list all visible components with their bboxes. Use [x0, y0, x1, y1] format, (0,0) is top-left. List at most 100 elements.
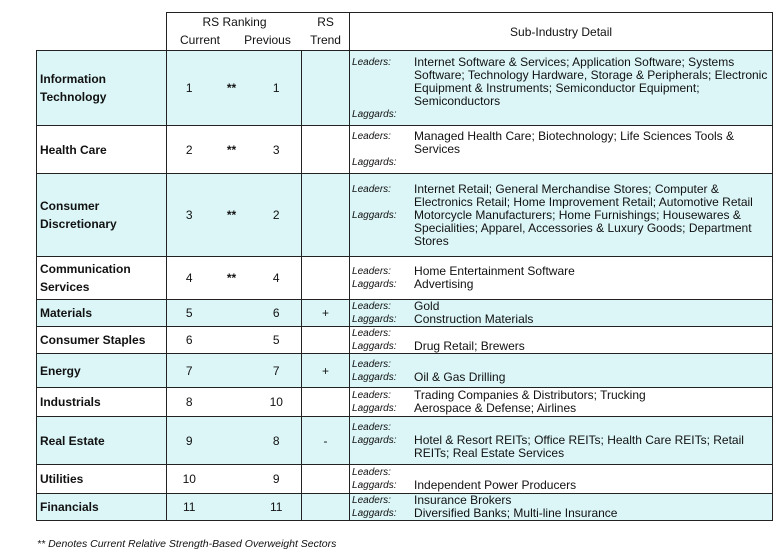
sub-industry-detail: Leaders: Home Entertainment Software Lagga…: [349, 256, 774, 300]
laggards-label: Laggards:: [352, 157, 397, 168]
rs-trend: -: [300, 416, 351, 465]
rs-trend: [300, 50, 351, 126]
laggards-value: Hotel & Resort REITs; Office REITs; Heal…: [414, 433, 744, 460]
laggards-label: Laggards:: [352, 279, 397, 290]
laggards-value: Drug Retail; Brewers: [414, 339, 525, 353]
laggards-value: Oil & Gas Drilling: [414, 369, 506, 384]
rs-trend: [300, 173, 351, 257]
sub-industry-detail: Leaders: Laggards: Oil & Gas Drilling: [349, 353, 774, 388]
leaders-line: Leaders: Gold: [350, 300, 772, 313]
sub-industry-detail: Leaders: Laggards: Hotel & Resort REITs; O…: [349, 416, 774, 465]
leaders-value: Gold: [414, 299, 440, 313]
previous-rank: 6: [251, 299, 302, 327]
leaders-label: Leaders:: [352, 301, 391, 312]
table-row: Real Estate 9 8- Leaders: Laggards: Hotel & R…: [36, 416, 774, 465]
current-rank: 7: [166, 353, 212, 388]
rs-trend: [300, 464, 351, 494]
laggards-line: Laggards: Hotel & Resort REITs; Office RE…: [350, 434, 772, 460]
sector-name: Consumer Discretionary: [36, 173, 167, 257]
overweight-marker: **: [211, 50, 252, 126]
leaders-label: Leaders:: [352, 56, 391, 68]
laggards-line: Laggards: Diversified Banks; Multi-line I…: [350, 507, 772, 520]
overweight-marker: **: [211, 256, 252, 300]
laggards-value: Independent Power Producers: [414, 478, 577, 492]
previous-rank: 11: [251, 493, 302, 521]
leaders-line: Leaders:: [350, 327, 772, 340]
sub-industry-header: Sub-Industry Detail: [349, 12, 774, 51]
laggards-line: Laggards: Independent Power Producers: [350, 479, 772, 492]
trend-header: Trend: [310, 33, 341, 47]
leaders-label: Leaders:: [352, 358, 391, 370]
table-row: Materials 5 6 + Leaders: Gold Laggards: Constru…: [36, 299, 774, 327]
current-rank: 1: [166, 50, 212, 126]
leaders-value: Home Entertainment Software: [414, 264, 575, 278]
leaders-line: Leaders: Internet Software & Services; Ap…: [350, 54, 772, 108]
previous-rank: 1: [251, 50, 302, 126]
sub-industry-detail: Leaders: Managed Health Care; Biotechnolo…: [349, 125, 774, 174]
current-rank: 8: [166, 387, 212, 417]
leaders-label: Leaders:: [352, 131, 391, 142]
laggards-label: Laggards:: [352, 314, 397, 325]
table-row: Communication Services 4 ** 4 Leaders: Home E…: [36, 256, 774, 300]
laggards-line: Laggards: Construction Materials: [350, 313, 772, 326]
overweight-marker: [211, 299, 252, 327]
laggards-label: Laggards:: [352, 435, 397, 446]
rs-ranking-header: RS Ranking RS: [165, 12, 351, 30]
rs-trend: [300, 493, 351, 521]
previous-rank: 2: [251, 173, 302, 257]
leaders-line: Leaders: Trading Companies & Distributors…: [350, 389, 772, 402]
leaders-line: Leaders:: [350, 421, 772, 434]
laggards-label: Laggards:: [352, 403, 397, 414]
laggards-line: Laggards: Motorcycle Manufacturers; Home …: [350, 208, 772, 248]
rs-trend: +: [300, 299, 351, 327]
overweight-marker: [211, 387, 252, 417]
leaders-line: Leaders:: [350, 466, 772, 479]
current-rank: 5: [166, 299, 212, 327]
leaders-label: Leaders:: [352, 422, 391, 433]
sector-name: Health Care: [36, 125, 167, 174]
previous-header: Previous: [244, 33, 291, 47]
laggards-label: Laggards:: [352, 209, 397, 221]
current-header: Current: [179, 33, 220, 47]
leaders-line: Leaders: Insurance Brokers: [350, 494, 772, 507]
laggards-line: Laggards: Aerospace & Defense; Airlines: [350, 402, 772, 415]
previous-rank: 9: [251, 464, 302, 494]
sector-name: Industrials: [36, 387, 167, 417]
rs-trend: [300, 326, 351, 354]
laggards-label: Laggards:: [352, 371, 397, 383]
current-rank: 9: [166, 416, 212, 465]
previous-rank: 5: [251, 326, 302, 354]
sub-industry-detail: Leaders: Insurance Brokers Laggards: Divers…: [349, 493, 774, 521]
laggards-line: Laggards: Oil & Gas Drilling: [350, 369, 772, 384]
leaders-label: Leaders:: [352, 390, 391, 401]
rs-trend: [300, 387, 351, 417]
laggards-line: Laggards: Drug Retail; Brewers: [350, 340, 772, 353]
previous-rank: 7: [251, 353, 302, 388]
table-row: Health Care 2 ** 3 Leaders: Managed Health Ca…: [36, 125, 774, 174]
rs-trend: +: [300, 353, 351, 388]
sector-name: Real Estate: [36, 416, 167, 465]
leaders-value: Managed Health Care; Biotechnology; Life…: [414, 129, 735, 156]
rs-trend: [300, 125, 351, 174]
leaders-value: Insurance Brokers: [414, 493, 512, 507]
previous-rank: 4: [251, 256, 302, 300]
leaders-line: Leaders: Home Entertainment Software: [350, 265, 772, 278]
sector-name: Communication Services: [36, 256, 167, 300]
leaders-value: Internet Retail; General Merchandise Sto…: [414, 181, 753, 209]
sub-industry-detail: Leaders: Laggards: Independent Power Produ…: [349, 464, 774, 494]
laggards-label: Laggards:: [352, 341, 397, 352]
leaders-value: Internet Software & Services; Applicatio…: [414, 54, 768, 108]
leaders-line: Leaders: Managed Health Care; Biotechnolo…: [350, 130, 772, 156]
sub-industry-detail: Leaders: Gold Laggards: Construction Materi…: [349, 299, 774, 327]
laggards-label: Laggards:: [352, 108, 397, 120]
table-row: Industrials 8 10 Leaders: Trading Companies …: [36, 387, 774, 417]
sector-name: Information Technology: [36, 50, 167, 126]
previous-rank: 3: [251, 125, 302, 174]
current-rank: 6: [166, 326, 212, 354]
rs-trend: [300, 256, 351, 300]
sector-name: Utilities: [36, 464, 167, 494]
overweight-marker: [211, 493, 252, 521]
table-row: Energy 7 7 + Leaders: Laggards: Oil & Gas Dril…: [36, 353, 774, 388]
leaders-line: Leaders:: [350, 358, 772, 371]
rs-ranking-table: RS Ranking RS Sub-Industry Detail Curren…: [36, 12, 774, 521]
